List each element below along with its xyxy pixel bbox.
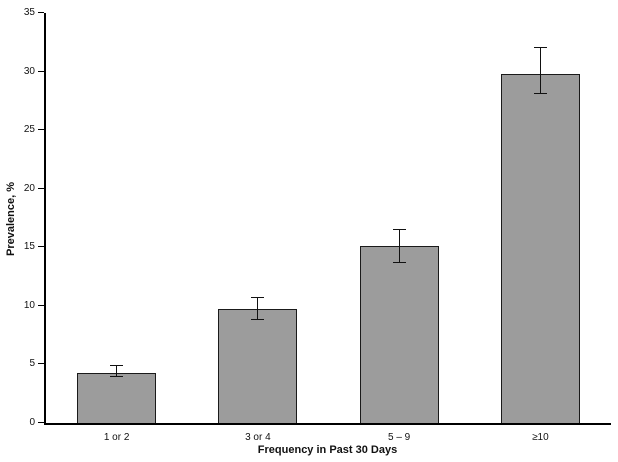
error-bar-cap-top [392, 228, 406, 230]
error-bar-cap-bottom [251, 318, 265, 320]
error-bar-line [116, 365, 118, 378]
y-tick-label: 10 [23, 299, 35, 311]
x-tick-label: ≥10 [532, 432, 549, 443]
x-axis-title: Frequency in Past 30 Days [257, 444, 398, 456]
error-bar-cap-bottom [110, 376, 124, 378]
y-tick-mark [38, 363, 44, 365]
y-tick-label: 20 [23, 182, 35, 194]
y-tick-label: 30 [23, 65, 35, 77]
error-bar-cap-top [533, 47, 547, 49]
y-tick-mark [38, 129, 44, 131]
y-tick-label: 35 [23, 7, 35, 18]
bar-1 [77, 372, 157, 423]
y-axis-title: Prevalence, % [5, 182, 17, 256]
x-tick-label: 5 – 9 [388, 432, 411, 443]
error-bar-line [398, 229, 400, 263]
y-tick-mark [38, 12, 44, 13]
plot-area: 0 5 10 15 20 25 30 35 1 or 2 3 or 4 5 – 9 ≥10 [24, 8, 611, 443]
y-tick-mark [38, 246, 44, 248]
y-tick-label: 15 [23, 241, 35, 253]
error-bar-line [257, 297, 259, 320]
error-bar-cap-bottom [533, 92, 547, 94]
x-tick-label: 1 or 2 [103, 432, 130, 443]
error-bar-cap-top [251, 296, 265, 298]
y-tick-mark [38, 304, 44, 306]
error-bar-line [539, 48, 541, 94]
bar-2 [218, 309, 298, 423]
error-bar-cap-top [110, 364, 124, 366]
x-tick-label: 3 or 4 [245, 432, 271, 443]
bar-3 [359, 246, 439, 423]
y-tick-label: 5 [29, 358, 35, 370]
y-tick-mark [38, 70, 44, 72]
y-tick-mark [38, 422, 44, 423]
y-tick-label: 25 [23, 124, 35, 136]
bar-4 [500, 73, 580, 423]
y-tick-mark [38, 187, 44, 189]
y-tick-label: 0 [29, 417, 35, 428]
error-bar-cap-bottom [392, 261, 406, 263]
